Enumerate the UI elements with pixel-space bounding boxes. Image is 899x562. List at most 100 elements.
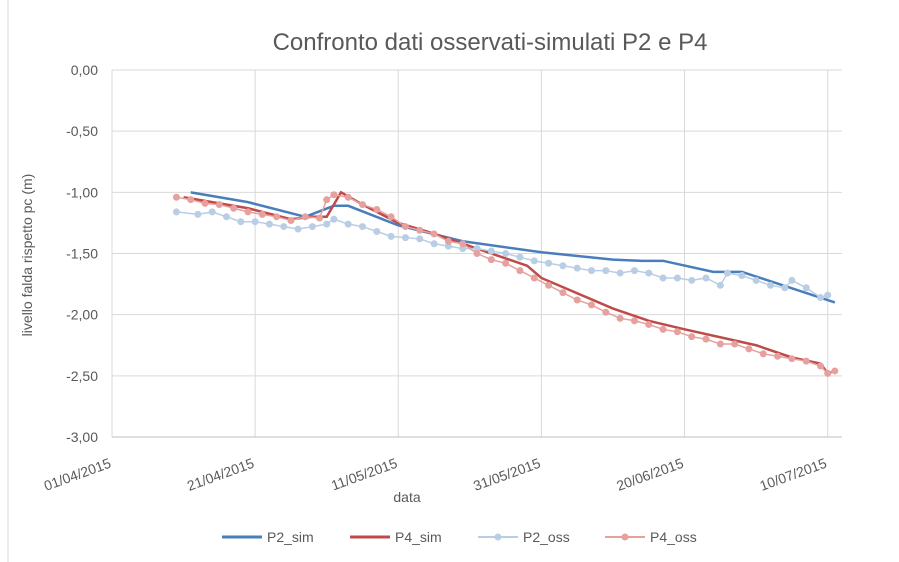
data-point — [630, 267, 638, 275]
data-point — [766, 281, 774, 289]
data-point — [444, 242, 452, 250]
data-point — [702, 274, 710, 282]
data-point — [487, 247, 495, 255]
data-point — [738, 272, 746, 280]
legend-label: P4_sim — [395, 529, 442, 545]
data-point — [616, 314, 624, 322]
data-point — [559, 289, 567, 297]
data-point — [323, 220, 331, 228]
data-point — [516, 267, 524, 275]
data-point — [516, 253, 524, 261]
data-point — [824, 291, 832, 299]
data-point — [502, 259, 510, 267]
data-point — [781, 284, 789, 292]
data-point — [645, 320, 653, 328]
legend-label: P4_oss — [650, 529, 697, 545]
data-point — [373, 205, 381, 213]
data-point — [473, 245, 481, 253]
data-point — [716, 281, 724, 289]
data-point — [416, 226, 424, 234]
data-point — [602, 308, 610, 316]
data-point — [473, 250, 481, 257]
data-point — [759, 350, 767, 358]
y-tick-label: -1,50 — [66, 246, 98, 262]
data-point — [802, 284, 810, 292]
legend-marker — [621, 533, 629, 541]
data-point — [530, 274, 538, 282]
x-tick-label: 21/04/2015 — [185, 455, 257, 494]
data-point — [215, 201, 223, 209]
x-tick-label: 10/07/2015 — [757, 455, 829, 494]
x-tick-label: 31/05/2015 — [471, 455, 543, 494]
data-point — [316, 214, 324, 222]
data-point — [344, 193, 352, 201]
data-point — [530, 257, 538, 265]
data-point — [280, 223, 288, 231]
data-point — [788, 276, 796, 284]
data-point — [630, 317, 638, 325]
data-point — [323, 196, 331, 204]
data-point — [358, 201, 366, 209]
data-point — [172, 193, 180, 201]
data-point — [187, 196, 195, 204]
y-tick-label: -3,00 — [66, 429, 98, 445]
data-point — [251, 218, 259, 226]
data-point — [308, 223, 316, 231]
y-axis-label: livello falda rispetto pc (m) — [19, 174, 35, 337]
data-point — [659, 325, 667, 333]
legend-marker — [494, 533, 502, 541]
data-point — [244, 208, 252, 216]
data-point — [387, 232, 395, 240]
data-point — [401, 234, 409, 242]
data-point — [616, 269, 624, 277]
data-point — [387, 213, 395, 221]
data-point — [731, 340, 739, 348]
y-tick-label: -1,00 — [66, 184, 98, 200]
data-point — [723, 269, 731, 277]
data-point — [330, 191, 338, 199]
data-point — [201, 199, 209, 207]
data-point — [545, 281, 553, 289]
data-point — [752, 276, 760, 284]
data-point — [645, 269, 653, 277]
data-point — [788, 355, 796, 363]
data-point — [559, 262, 567, 270]
y-tick-label: 0,00 — [71, 62, 98, 78]
data-point — [673, 274, 681, 282]
series-line — [176, 211, 828, 299]
data-point — [487, 256, 495, 264]
y-tick-label: -2,50 — [66, 368, 98, 384]
data-point — [358, 223, 366, 231]
data-point — [258, 210, 266, 218]
data-point — [817, 294, 825, 302]
data-point — [330, 215, 338, 223]
data-point — [416, 235, 424, 243]
x-axis-label: data — [393, 489, 420, 505]
data-point — [273, 213, 281, 221]
data-point — [659, 274, 667, 282]
legend-label: P2_oss — [523, 529, 570, 545]
data-point — [588, 301, 596, 309]
data-point — [430, 230, 438, 238]
data-point — [430, 240, 438, 248]
x-tick-label: 11/05/2015 — [329, 455, 400, 494]
data-point — [716, 340, 724, 348]
data-point — [287, 216, 295, 224]
data-point — [194, 210, 202, 218]
data-point — [602, 267, 610, 275]
data-point — [573, 296, 581, 304]
x-tick-label: 20/06/2015 — [614, 455, 686, 494]
data-point — [774, 352, 782, 360]
legend-label: P2_sim — [267, 529, 314, 545]
data-point — [444, 237, 452, 245]
data-point — [688, 276, 696, 284]
data-point — [831, 367, 839, 375]
chart-title: Confronto dati osservati-simulati P2 e P… — [273, 29, 708, 56]
data-point — [237, 218, 245, 226]
x-tick-label: 01/04/2015 — [42, 455, 114, 494]
data-point — [545, 259, 553, 267]
data-point — [459, 245, 467, 253]
data-point — [702, 335, 710, 343]
data-point — [230, 204, 238, 212]
